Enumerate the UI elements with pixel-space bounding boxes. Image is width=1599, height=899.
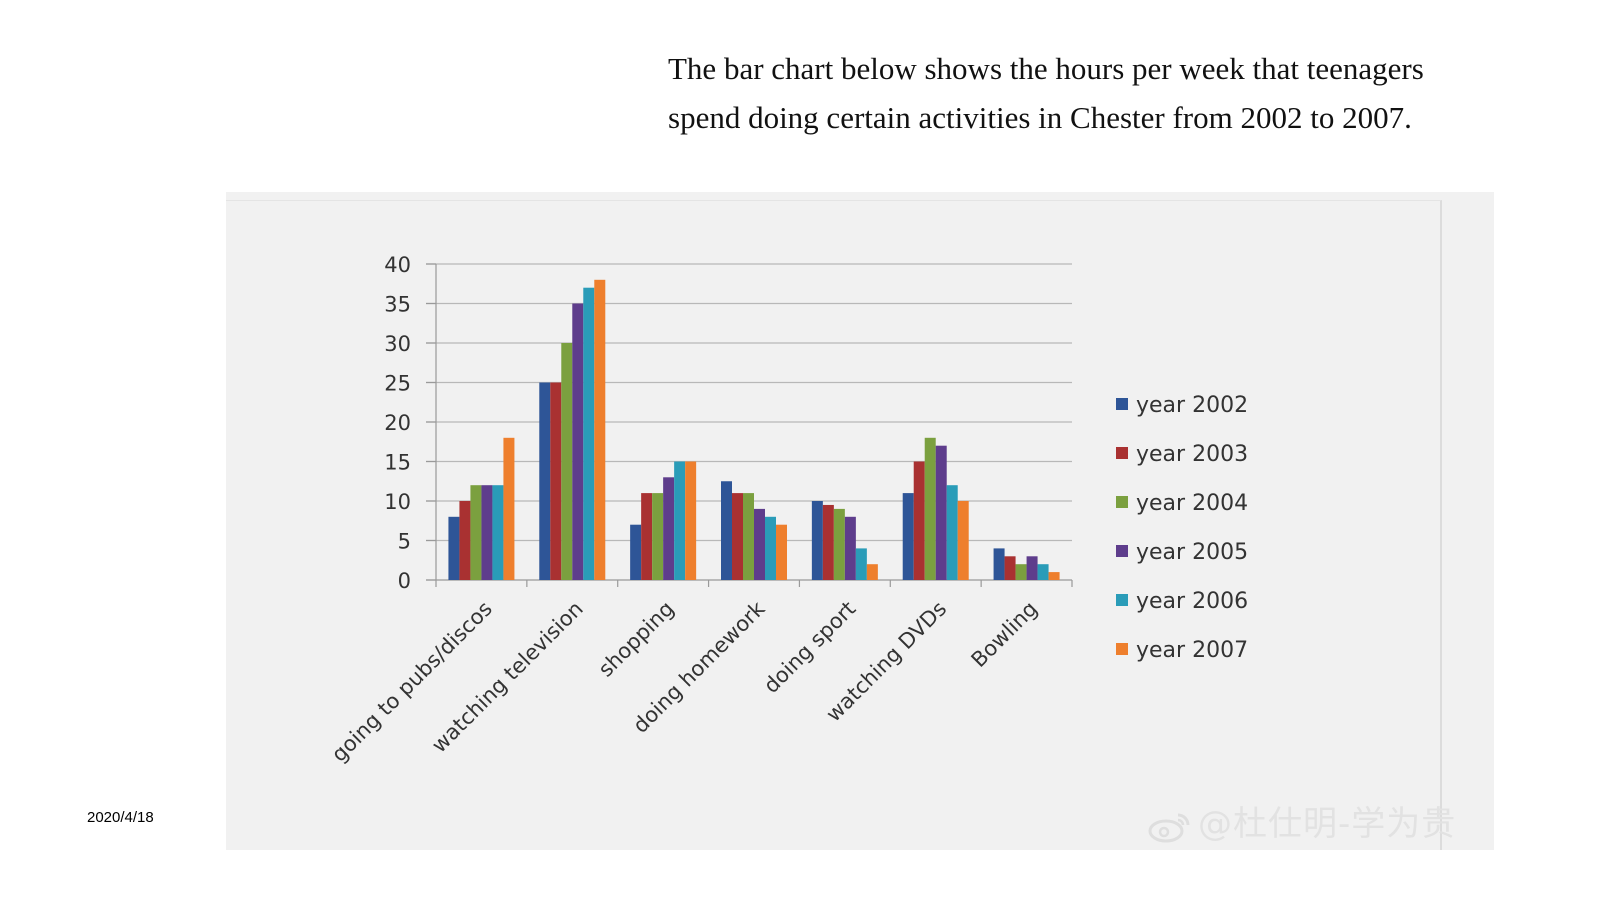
bar (721, 481, 732, 580)
bar (503, 437, 515, 580)
legend-label: year 2006 (1136, 589, 1248, 614)
bar (822, 504, 834, 580)
legend-swatch (1116, 594, 1128, 606)
bar (833, 508, 845, 580)
legend-swatch (1116, 398, 1128, 410)
watermark: @杜仕明-学为贵 (1148, 796, 1456, 845)
legend-label: year 2007 (1136, 638, 1248, 663)
legend-label: year 2004 (1136, 491, 1248, 516)
legend-swatch (1116, 643, 1128, 655)
bar (866, 564, 878, 580)
legend-swatch (1116, 496, 1128, 508)
bar (957, 501, 969, 580)
y-tick-label: 35 (384, 293, 411, 317)
watermark-text: @杜仕明-学为贵 (1198, 804, 1457, 844)
bar (561, 343, 573, 580)
bar (993, 548, 1005, 580)
bar (674, 461, 686, 580)
bar (1037, 564, 1049, 580)
bar (630, 524, 642, 580)
bar (550, 382, 562, 580)
bar (935, 445, 947, 580)
x-category-label: watching television (427, 597, 588, 758)
bar (459, 501, 471, 580)
slide-date: 2020/4/18 (87, 809, 154, 826)
slide-title: The bar chart below shows the hours per … (668, 51, 1424, 135)
x-category-label: shopping (594, 597, 679, 682)
bar (572, 303, 584, 580)
y-tick-label: 40 (384, 253, 411, 277)
bar (641, 493, 653, 580)
bar (652, 493, 664, 580)
chart-panel-edge (226, 200, 1442, 850)
y-tick-label: 5 (398, 530, 411, 554)
bar (811, 501, 823, 580)
bar (732, 493, 743, 580)
bar (685, 461, 697, 580)
bar (492, 485, 504, 580)
bar-chart: 0 5 10 15 20 25 30 35 40 going to pubs/discoswatc… (327, 253, 1248, 767)
bar (1048, 572, 1060, 580)
x-category-label: doing sport (759, 597, 860, 698)
bar (743, 493, 754, 580)
bar (765, 516, 776, 580)
chart-panel: 0 5 10 15 20 25 30 35 40 going to pubs/discos watc… (226, 192, 1494, 850)
y-tick-label: 15 (384, 451, 411, 475)
bar (913, 461, 925, 580)
bar (1004, 556, 1016, 580)
legend-label: year 2003 (1136, 442, 1248, 467)
weibo-icon (1148, 813, 1190, 842)
bar (844, 516, 856, 580)
y-tick-label: 30 (384, 332, 411, 356)
bar (776, 524, 787, 580)
y-tick-label: 0 (398, 569, 411, 593)
bar (754, 508, 765, 580)
bar (924, 437, 936, 580)
y-tick-label: 10 (384, 490, 411, 514)
x-category-label: Bowling (967, 597, 1042, 672)
bar (594, 279, 606, 580)
legend-label: year 2002 (1136, 393, 1248, 418)
x-category-label: going to pubs/discos (327, 597, 497, 767)
bar (539, 382, 551, 580)
bar (1026, 556, 1038, 580)
y-tick-label: 20 (384, 411, 411, 435)
bar (481, 485, 493, 580)
bar (946, 485, 958, 580)
bar (583, 287, 595, 580)
bar (663, 477, 675, 580)
bar (448, 516, 460, 580)
y-tick-label: 25 (384, 372, 411, 396)
legend-label: year 2005 (1136, 540, 1248, 565)
bar (1015, 564, 1027, 580)
bar (470, 485, 482, 580)
legend-swatch (1116, 545, 1128, 557)
bar (902, 493, 914, 580)
bar (855, 548, 867, 580)
legend-swatch (1116, 447, 1128, 459)
